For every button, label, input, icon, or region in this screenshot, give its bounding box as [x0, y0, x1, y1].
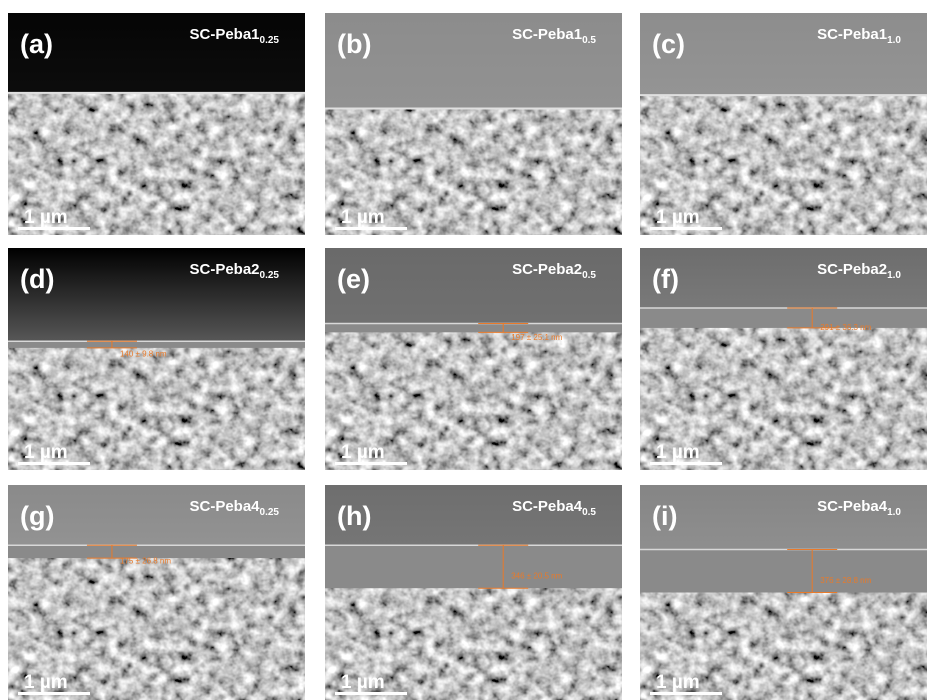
- thickness-label: 346 ± 20.5 nm: [511, 572, 562, 581]
- panel-label: (a): [20, 29, 53, 59]
- sem-panel: 346 ± 20.5 nm (h) SC-Peba40.5 1 µm: [325, 485, 622, 700]
- scale-label: 1 µm: [341, 672, 385, 693]
- scale-label: 1 µm: [656, 442, 700, 463]
- scale-bar: [335, 692, 407, 695]
- skin-layer: [640, 550, 927, 593]
- panel-label: (e): [337, 264, 370, 294]
- sample-subscript: 0.25: [260, 507, 280, 518]
- thickness-label: 140 ± 9.8 nm: [120, 350, 167, 359]
- sample-base: SC-Peba2: [817, 261, 887, 278]
- sample-base: SC-Peba4: [817, 498, 888, 515]
- scale-label: 1 µm: [656, 207, 700, 228]
- sample-subscript: 0.25: [260, 270, 280, 281]
- figure: (a)SC-Peba10.251 µm(b)SC-Peba10.51 µm(c)…: [0, 0, 927, 700]
- scale-bar: [650, 692, 722, 695]
- scale-label: 1 µm: [656, 672, 700, 693]
- sample-base: SC-Peba1: [512, 26, 582, 43]
- skin-layer: [325, 323, 622, 332]
- scale-bar: [650, 227, 722, 230]
- sem-panel: 140 ± 9.8 nm (d) SC-Peba20.25 1 µm: [8, 248, 305, 470]
- sample-base: SC-Peba1: [817, 26, 887, 43]
- sem-panel: (b) SC-Peba10.5 1 µm: [325, 13, 622, 235]
- thickness-label: 197 ± 25.1 nm: [511, 333, 562, 342]
- scale-bar: [18, 227, 90, 230]
- scale-bar: [335, 462, 407, 465]
- sample-subscript: 0.25: [260, 35, 280, 46]
- sample-base: SC-Peba2: [190, 261, 260, 278]
- thickness-label: 291 ± 36.3 nm: [820, 323, 871, 332]
- sample-base: SC-Peba4: [512, 498, 583, 515]
- panel-label: (g): [20, 501, 54, 531]
- skin-layer: [325, 545, 622, 588]
- sem-panel: 197 ± 25.1 nm (e) SC-Peba20.5 1 µm: [325, 248, 622, 470]
- sample-base: SC-Peba4: [190, 498, 261, 515]
- panel-label: (i): [652, 501, 677, 531]
- scale-label: 1 µm: [341, 207, 385, 228]
- skin-layer: [8, 341, 305, 348]
- sample-subscript: 0.5: [582, 507, 596, 518]
- sem-panel: 175 ± 26.8 nm (g) SC-Peba40.25 1 µm: [8, 485, 305, 700]
- panel-label: (d): [20, 264, 54, 294]
- thickness-label: 175 ± 26.8 nm: [120, 557, 171, 566]
- scale-bar: [18, 692, 90, 695]
- scale-bar: [335, 227, 407, 230]
- scale-bar: [18, 462, 90, 465]
- scale-label: 1 µm: [24, 672, 68, 693]
- panel-label: (b): [337, 29, 371, 59]
- sample-base: SC-Peba2: [512, 261, 582, 278]
- sample-base: SC-Peba1: [190, 26, 260, 43]
- panel-label: (h): [337, 501, 371, 531]
- sem-panel: (c) SC-Peba11.0 1 µm: [640, 13, 927, 235]
- thickness-label: 376 ± 28.8 nm: [820, 576, 871, 585]
- sample-subscript: 0.5: [582, 270, 596, 281]
- sample-subscript: 1.0: [887, 270, 901, 281]
- scale-label: 1 µm: [341, 442, 385, 463]
- panel-label: (f): [652, 264, 679, 294]
- sample-subscript: 1.0: [887, 507, 901, 518]
- sem-panel: 291 ± 36.3 nm (f) SC-Peba21.0 1 µm: [640, 248, 927, 470]
- scale-label: 1 µm: [24, 207, 68, 228]
- sem-panel: (a) SC-Peba10.25 1 µm: [8, 13, 305, 235]
- sample-subscript: 0.5: [582, 35, 596, 46]
- scale-bar: [650, 462, 722, 465]
- skin-layer: [640, 308, 927, 328]
- scale-label: 1 µm: [24, 442, 68, 463]
- sample-subscript: 1.0: [887, 35, 901, 46]
- sem-panel: 376 ± 28.8 nm (i) SC-Peba41.0 1 µm: [640, 485, 927, 700]
- panel-label: (c): [652, 29, 685, 59]
